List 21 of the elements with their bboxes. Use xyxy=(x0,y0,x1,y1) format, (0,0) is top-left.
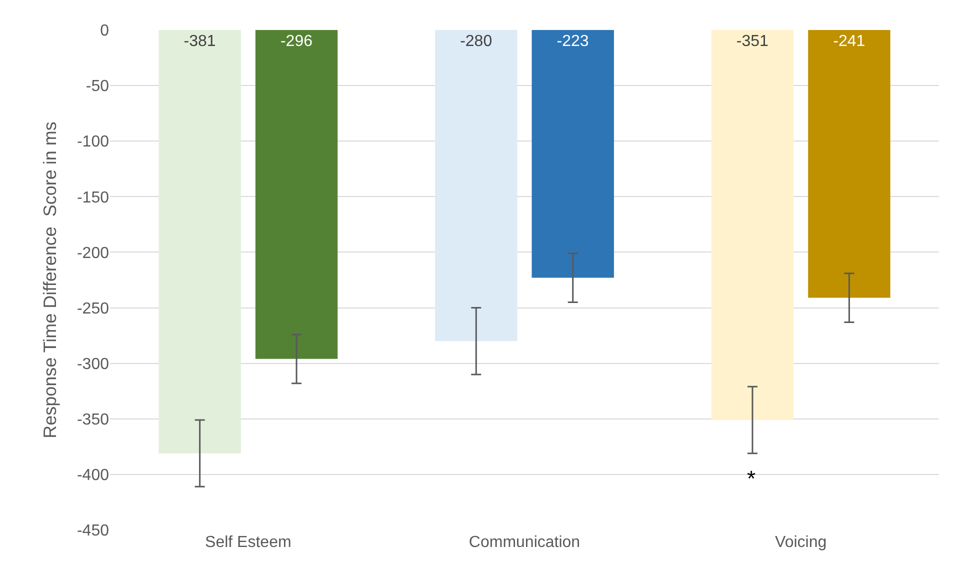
data-label: -381 xyxy=(184,33,216,50)
x-tick-label: Communication xyxy=(468,534,580,551)
y-tick-label: -350 xyxy=(76,411,110,428)
y-tick-label: -50 xyxy=(86,78,110,96)
data-label: -351 xyxy=(736,33,769,50)
data-label: -223 xyxy=(556,33,589,50)
x-tick-label: Self Esteem xyxy=(205,534,292,551)
y-tick-label: -450 xyxy=(76,522,110,540)
annotation: * xyxy=(747,466,756,491)
y-tick-label: -250 xyxy=(76,300,110,318)
y-tick-label: -100 xyxy=(76,134,110,151)
data-label: -280 xyxy=(460,33,492,50)
data-label: -241 xyxy=(833,33,866,50)
y-tick-label: -200 xyxy=(76,244,110,262)
y-axis-title: Response Time Difference Score in ms xyxy=(40,122,60,438)
y-tick-label: -400 xyxy=(76,467,110,484)
y-tick-label: -300 xyxy=(76,356,110,373)
y-tick-label: 0 xyxy=(100,22,110,40)
y-tick-label: -150 xyxy=(76,189,110,206)
data-label: -296 xyxy=(280,33,313,50)
x-tick-label: Voicing xyxy=(775,534,827,551)
